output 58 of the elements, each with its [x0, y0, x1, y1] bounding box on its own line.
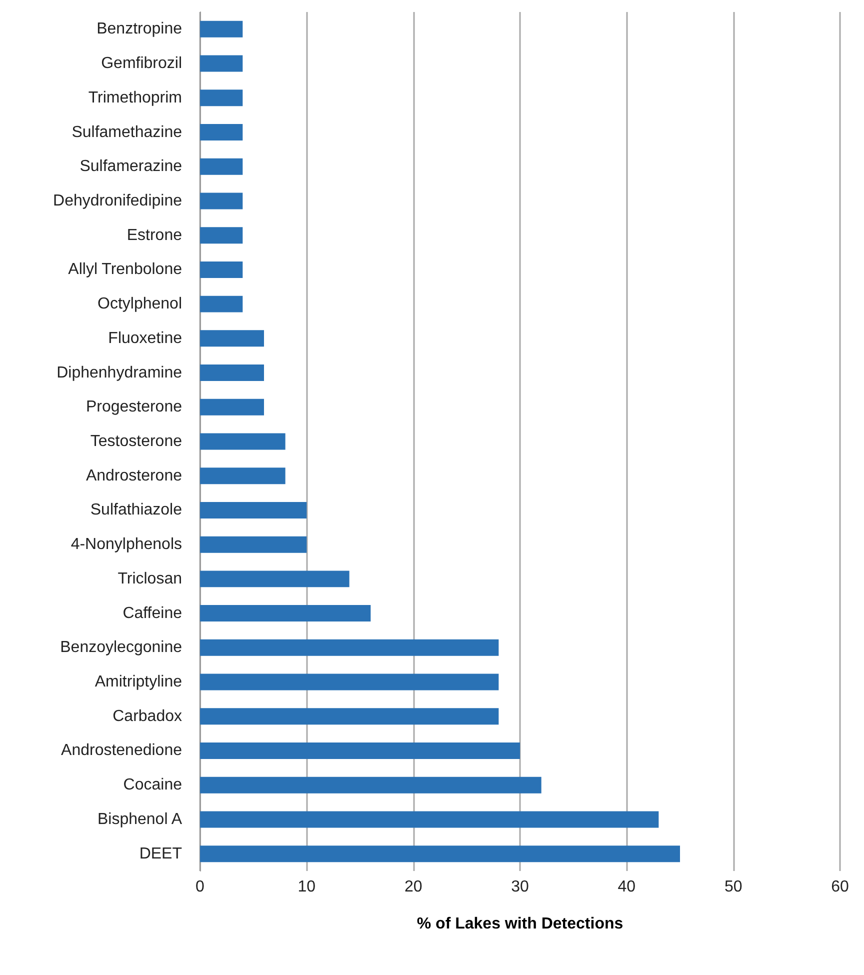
y-tick-label: Gemfibrozil — [101, 55, 182, 72]
y-tick-label: Fluoxetine — [108, 330, 182, 347]
x-tick-label: 40 — [618, 878, 636, 896]
y-tick-label: Cocaine — [123, 776, 182, 794]
y-tick-label: DEET — [139, 845, 182, 862]
y-tick-label: Androstenedione — [61, 742, 182, 760]
y-tick-label: Amitriptyline — [94, 674, 182, 691]
y-tick-label: 4-Nonylphenols — [70, 536, 182, 554]
y-tick-label: Dehydronifedipine — [53, 192, 182, 210]
bar — [200, 468, 286, 484]
bar — [200, 158, 243, 175]
bar — [200, 330, 264, 347]
x-tick-label: 30 — [511, 878, 529, 896]
x-tick-label: 60 — [831, 878, 849, 896]
y-tick-label: Bisphenol A — [97, 810, 182, 828]
y-tick-label: Trimethoprim — [88, 89, 182, 106]
y-tick-label: Estrone — [126, 226, 182, 244]
bar — [200, 296, 243, 312]
bar — [200, 20, 243, 38]
bar — [200, 192, 243, 210]
x-tick-label: 0 — [196, 878, 205, 896]
y-tick-label: Sulfathiazole — [90, 502, 182, 519]
bar — [200, 55, 243, 72]
bar — [200, 674, 499, 690]
y-tick-label: Benzoylecgonine — [60, 639, 182, 656]
bar — [200, 502, 307, 518]
bar — [200, 742, 520, 759]
bar — [200, 708, 499, 725]
bar — [200, 605, 371, 622]
y-tick-label: Carbadox — [112, 708, 182, 725]
bar — [200, 846, 680, 862]
y-tick-label: Sulfamethazine — [72, 124, 182, 141]
x-tick-label: 10 — [298, 878, 316, 896]
y-tick-label: Triclosan — [118, 570, 182, 588]
x-axis-title: % of Lakes with Detections — [416, 916, 624, 932]
bar — [200, 124, 243, 141]
y-tick-label: Benztropine — [96, 20, 182, 38]
bar — [200, 811, 659, 828]
bar — [200, 227, 243, 244]
bar — [200, 776, 542, 794]
x-tick-label: 20 — [404, 878, 422, 896]
y-tick-label: Sulfamerazine — [80, 158, 182, 176]
bar — [200, 364, 264, 382]
y-tick-label: Diphenhydramine — [56, 364, 182, 382]
y-tick-label: Octylphenol — [98, 296, 182, 313]
bar — [200, 398, 264, 416]
bar — [200, 639, 499, 656]
bar — [200, 261, 243, 278]
y-tick-label: Caffeine — [122, 604, 182, 622]
y-tick-label: Allyl Trenbolone — [68, 261, 182, 278]
y-tick-label: Progesterone — [86, 398, 182, 416]
bar — [200, 433, 286, 450]
y-tick-label: Testosterone — [90, 433, 182, 450]
x-tick-label: 50 — [724, 878, 742, 896]
bar — [200, 570, 350, 588]
y-tick-label: Androsterone — [86, 467, 182, 484]
bar — [200, 536, 307, 553]
bar — [200, 90, 243, 106]
